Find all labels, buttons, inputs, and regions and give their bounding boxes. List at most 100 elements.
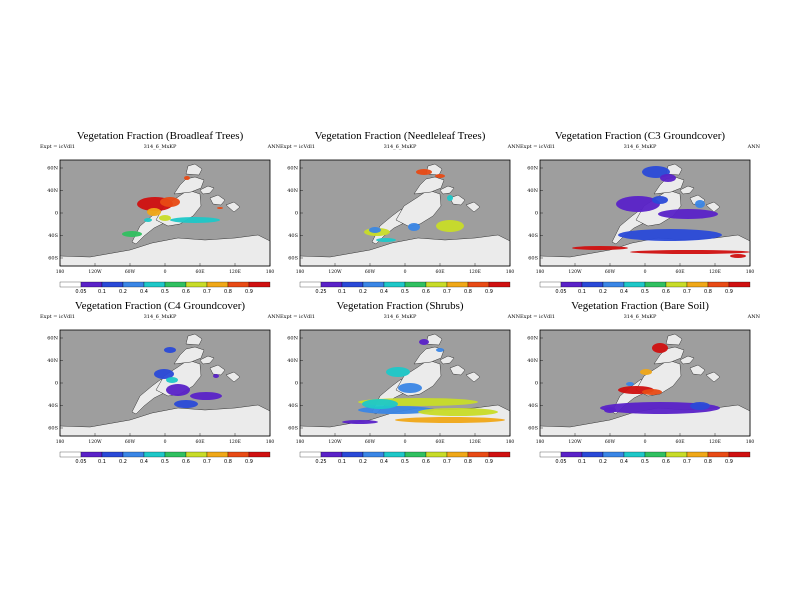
colorbar-swatch: [488, 451, 511, 458]
x-tick-label: 60W: [605, 439, 616, 445]
x-tick-label: 60E: [195, 269, 204, 275]
colorbar-swatch: [362, 451, 385, 458]
land-mass: [185, 333, 203, 346]
colorbar-swatch: [143, 281, 166, 288]
y-tick-label: 60S: [288, 426, 298, 432]
colorbar-swatch: [560, 281, 583, 288]
land-mass: [679, 355, 695, 365]
land-mass: [439, 185, 455, 195]
x-tick-label: 180: [506, 439, 515, 445]
field-patch: [436, 220, 464, 232]
field-patch: [436, 348, 444, 352]
x-tick-label: 120W: [88, 269, 102, 275]
panel-needleleaf-trees: Vegetation Fraction (Needleleaf Trees) E…: [280, 130, 520, 320]
field-patch: [626, 382, 634, 386]
colorbar-label: 0.5: [641, 289, 649, 295]
field-patch: [572, 246, 628, 250]
y-tick-label: 40S: [528, 233, 538, 239]
map-plot: 60N 40N 0 40S 60S 180 120W 60W 0 60E 120E 180 0.25 0.…: [287, 329, 515, 465]
subtitle-expt: Expt = icVdl1: [280, 144, 316, 150]
y-tick-label: 40S: [288, 403, 298, 409]
colorbar-swatch: [59, 451, 82, 458]
colorbar-swatch: [581, 451, 604, 458]
colorbar-swatch: [644, 451, 667, 458]
y-tick-label: 60S: [528, 426, 538, 432]
subtitle-expt: Expt = icVdl1: [520, 144, 556, 150]
colorbar-swatch: [185, 281, 208, 288]
land-mass: [185, 163, 203, 176]
field-patch: [418, 408, 498, 416]
subtitle-run: 314_6_MxKP: [623, 314, 657, 320]
colorbar-swatch: [665, 281, 688, 288]
y-tick-label: 60N: [527, 336, 538, 342]
y-tick-label: 60N: [47, 166, 58, 172]
field-patch: [369, 227, 381, 233]
subtitle-expt: Expt = icVdl1: [520, 314, 556, 320]
y-tick-label: 40S: [48, 403, 58, 409]
colorbar-label: 0.4: [140, 289, 148, 295]
colorbar-swatch: [539, 451, 562, 458]
field-patch: [144, 218, 152, 222]
colorbar-label: 0.1: [98, 289, 106, 295]
colorbar-swatch: [467, 451, 490, 458]
colorbar-swatch: [467, 281, 490, 288]
map-group: [539, 159, 751, 267]
land-mass: [665, 163, 683, 176]
x-tick-label: 120W: [568, 439, 582, 445]
field-patch: [362, 399, 398, 409]
field-patch: [652, 343, 668, 353]
colorbar-swatch: [299, 281, 322, 288]
field-patch: [213, 374, 219, 378]
colorbar-swatch: [623, 451, 646, 458]
colorbar-swatch: [539, 281, 562, 288]
x-tick-label: 180: [56, 439, 65, 445]
subtitle-run: 314_6_MxKP: [383, 144, 417, 150]
x-tick-label: 60W: [365, 269, 376, 275]
subtitle-season: ANN: [267, 314, 280, 320]
map-group: [59, 329, 271, 437]
land-mass: [439, 355, 455, 365]
subtitle-expt: Expt = icVdl1: [40, 144, 76, 150]
x-tick-label: 120E: [709, 269, 721, 275]
colorbar-label: 0.6: [662, 459, 670, 465]
land-mass: [225, 371, 241, 383]
chart-title: Vegetation Fraction (Needleleaf Trees): [314, 130, 486, 142]
map-group: [299, 329, 511, 437]
colorbar-label: 0.5: [401, 289, 409, 295]
subtitle-expt: Expt = icVdl1: [40, 314, 76, 320]
land-mass: [199, 185, 215, 195]
y-tick-label: 40N: [287, 358, 298, 364]
colorbar-swatch: [59, 281, 82, 288]
y-tick-label: 40N: [527, 358, 538, 364]
colorbar-swatch: [707, 281, 730, 288]
colorbar-label: 0.9: [485, 289, 493, 295]
colorbar-label: 0.25: [315, 289, 326, 295]
land-mass: [225, 201, 241, 213]
y-tick-label: 0: [535, 211, 538, 217]
x-tick-label: 0: [164, 439, 167, 445]
field-patch: [342, 420, 378, 424]
x-tick-label: 120W: [88, 439, 102, 445]
panel-bare-soil: Vegetation Fraction (Bare Soil) Expt = i…: [520, 300, 760, 490]
colorbar-label: 0.6: [422, 289, 430, 295]
colorbar-swatch: [404, 281, 427, 288]
x-tick-label: 120W: [568, 269, 582, 275]
colorbar-label: 0.7: [683, 289, 691, 295]
field-patch: [395, 417, 505, 423]
x-tick-label: 180: [56, 269, 65, 275]
y-tick-label: 0: [295, 211, 298, 217]
colorbar-label: 0.9: [725, 289, 733, 295]
land-mass: [653, 346, 685, 365]
chart-title: Vegetation Fraction (Bare Soil): [571, 300, 709, 312]
field-patch: [386, 367, 410, 377]
colorbar-swatch: [602, 451, 625, 458]
field-patch: [447, 195, 453, 201]
colorbar-label: 0.7: [443, 459, 451, 465]
x-tick-label: 60E: [435, 439, 444, 445]
colorbar-label: 0.05: [555, 459, 566, 465]
x-tick-label: 0: [404, 439, 407, 445]
colorbar-label: 0.1: [338, 289, 346, 295]
colorbar-label: 0.4: [140, 459, 148, 465]
subtitle-season: ANN: [507, 314, 520, 320]
field-patch: [166, 377, 178, 383]
